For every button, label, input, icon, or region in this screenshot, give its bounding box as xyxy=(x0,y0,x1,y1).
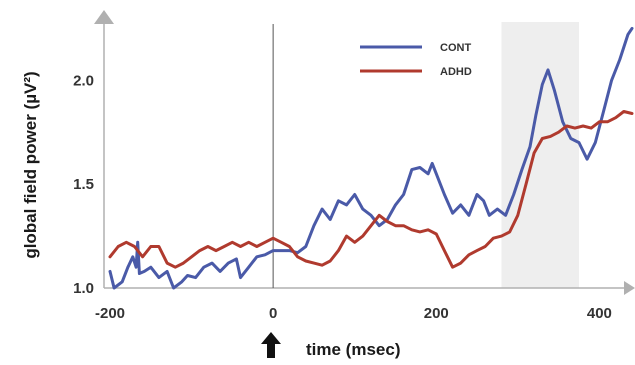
y-axis-title: global field power (µV²) xyxy=(21,71,40,258)
x-axis: -200 0 200 400 xyxy=(95,281,635,322)
legend: CONT ADHD xyxy=(360,42,472,78)
series-line-cont xyxy=(108,26,634,290)
x-tick-label: 200 xyxy=(424,305,449,322)
x-tick-label: 0 xyxy=(269,305,277,322)
y-tick-label: 1.0 xyxy=(73,280,94,297)
x-axis-title: time (msec) xyxy=(306,340,400,359)
y-axis: 1.0 1.5 2.0 xyxy=(73,10,114,297)
y-tick-label: 2.0 xyxy=(73,72,94,89)
highlight-window-band xyxy=(501,22,579,288)
series-line-adhd xyxy=(108,110,634,269)
x-tick-label: 400 xyxy=(587,305,612,322)
y-tick-label: 1.5 xyxy=(73,176,94,193)
x-axis-arrow-icon xyxy=(624,281,635,295)
highlight-window xyxy=(501,22,579,288)
legend-label-cont: CONT xyxy=(440,42,471,54)
x-tick-label: -200 xyxy=(95,305,125,322)
legend-label-adhd: ADHD xyxy=(440,66,472,78)
y-axis-arrow-icon xyxy=(94,10,114,24)
series-lines xyxy=(108,26,634,290)
stimulus-arrow-icon xyxy=(261,332,281,358)
